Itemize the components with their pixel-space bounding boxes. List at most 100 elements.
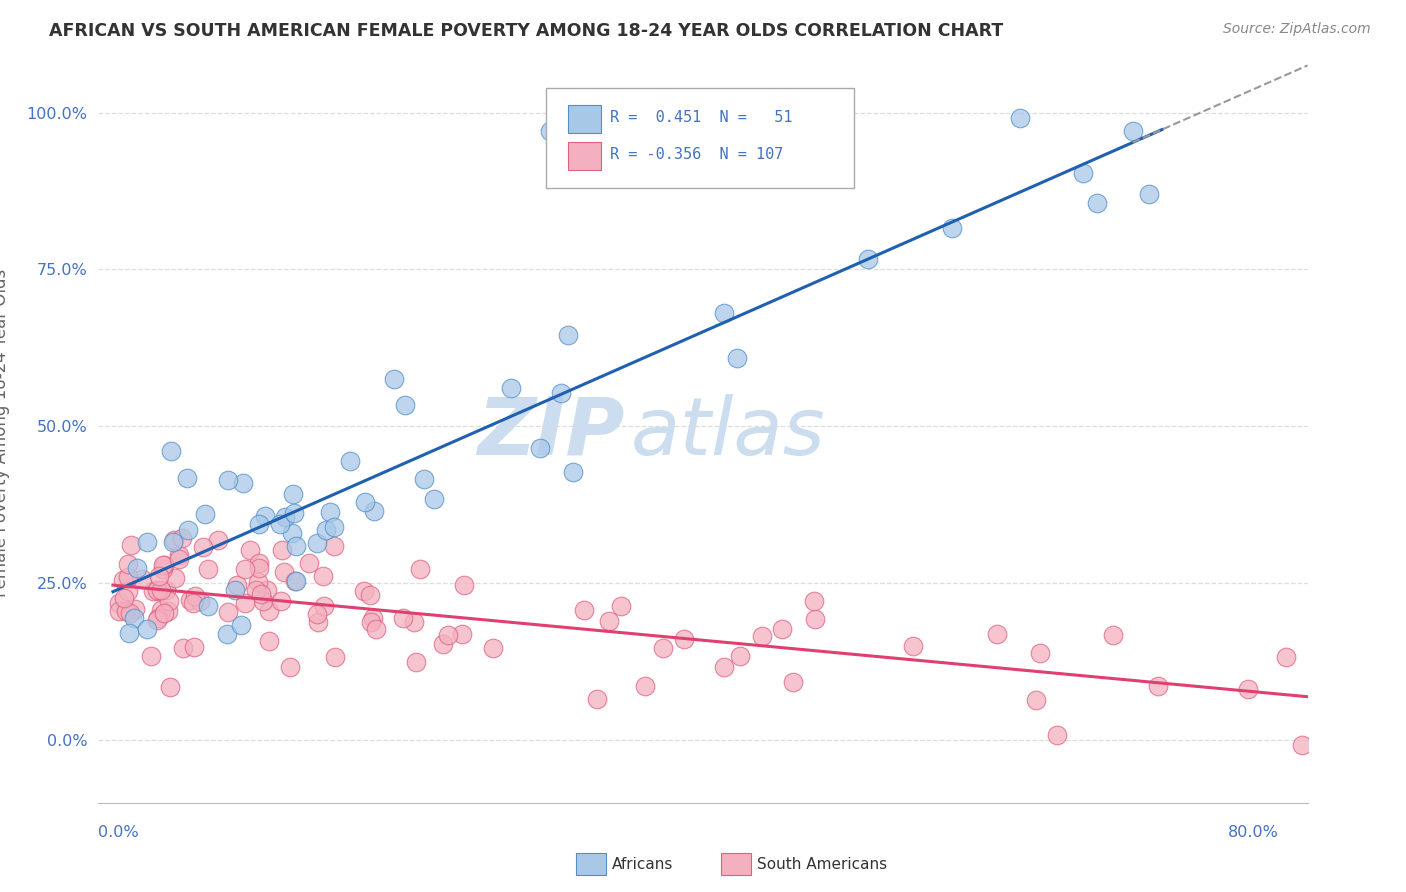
Point: [1122, 124, 1144, 138]
Point: [315, 523, 337, 537]
Point: [360, 615, 382, 630]
Point: [550, 385, 572, 400]
Point: [273, 510, 295, 524]
Point: [155, 582, 177, 597]
Point: [114, 604, 136, 618]
FancyBboxPatch shape: [568, 142, 602, 169]
Point: [804, 612, 827, 626]
FancyBboxPatch shape: [721, 853, 751, 875]
Point: [481, 640, 503, 655]
Point: [453, 578, 475, 592]
Point: [152, 558, 174, 572]
Point: [281, 525, 304, 540]
FancyBboxPatch shape: [546, 88, 855, 188]
Text: South Americans: South Americans: [758, 856, 887, 871]
Point: [148, 569, 170, 583]
Point: [353, 583, 375, 598]
Point: [197, 599, 219, 613]
Point: [217, 473, 239, 487]
Point: [307, 615, 329, 630]
Point: [323, 649, 346, 664]
Point: [217, 627, 239, 641]
Point: [217, 605, 239, 619]
Point: [259, 634, 281, 648]
Point: [163, 572, 186, 586]
Point: [146, 611, 169, 625]
Point: [728, 648, 751, 663]
Point: [153, 558, 176, 572]
Point: [246, 574, 269, 589]
Point: [1102, 628, 1125, 642]
Point: [256, 583, 278, 598]
Point: [270, 543, 292, 558]
Point: [384, 371, 406, 385]
Point: [259, 603, 281, 617]
Point: [782, 674, 804, 689]
Point: [145, 613, 167, 627]
Point: [149, 583, 172, 598]
Point: [1025, 692, 1047, 706]
Point: [283, 486, 305, 500]
Point: [359, 588, 381, 602]
Point: [339, 454, 361, 468]
Point: [193, 507, 215, 521]
Point: [609, 599, 631, 613]
Point: [727, 351, 749, 365]
Point: [312, 599, 335, 614]
Point: [111, 573, 134, 587]
Point: [112, 591, 135, 606]
Point: [197, 562, 219, 576]
FancyBboxPatch shape: [576, 853, 606, 875]
Point: [280, 659, 302, 673]
Point: [284, 574, 307, 588]
Point: [157, 593, 180, 607]
FancyBboxPatch shape: [568, 104, 602, 133]
Point: [270, 594, 292, 608]
Point: [162, 535, 184, 549]
Point: [170, 531, 193, 545]
Point: [224, 582, 246, 597]
Text: 80.0%: 80.0%: [1227, 825, 1278, 839]
Point: [269, 517, 291, 532]
Point: [285, 539, 308, 553]
Point: [322, 539, 344, 553]
Point: [229, 618, 252, 632]
Point: [409, 561, 432, 575]
Point: [364, 622, 387, 636]
Point: [363, 504, 385, 518]
Point: [312, 569, 335, 583]
Point: [651, 641, 673, 656]
Point: [107, 604, 129, 618]
Point: [233, 562, 256, 576]
Point: [572, 603, 595, 617]
Point: [122, 611, 145, 625]
Point: [232, 476, 254, 491]
Point: [142, 583, 165, 598]
Point: [167, 551, 190, 566]
Point: [125, 561, 148, 575]
Point: [598, 614, 620, 628]
Point: [1139, 187, 1161, 202]
Point: [118, 606, 141, 620]
Point: [252, 594, 274, 608]
Point: [118, 625, 141, 640]
Point: [159, 443, 181, 458]
Point: [207, 533, 229, 547]
Point: [183, 640, 205, 654]
Text: AFRICAN VS SOUTH AMERICAN FEMALE POVERTY AMONG 18-24 YEAR OLDS CORRELATION CHART: AFRICAN VS SOUTH AMERICAN FEMALE POVERTY…: [49, 22, 1004, 40]
Text: Africans: Africans: [613, 856, 673, 871]
Point: [176, 471, 198, 485]
Point: [305, 607, 328, 621]
Point: [139, 648, 162, 663]
Point: [159, 680, 181, 694]
Point: [1029, 646, 1052, 660]
Point: [146, 584, 169, 599]
Point: [172, 641, 194, 656]
Point: [191, 541, 214, 555]
Text: atlas: atlas: [630, 393, 825, 472]
Point: [1073, 166, 1095, 180]
Point: [1274, 650, 1296, 665]
Point: [361, 611, 384, 625]
Point: [437, 628, 460, 642]
Point: [1085, 195, 1108, 210]
